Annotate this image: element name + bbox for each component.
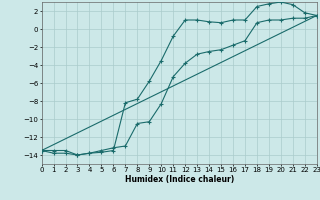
X-axis label: Humidex (Indice chaleur): Humidex (Indice chaleur) <box>124 175 234 184</box>
